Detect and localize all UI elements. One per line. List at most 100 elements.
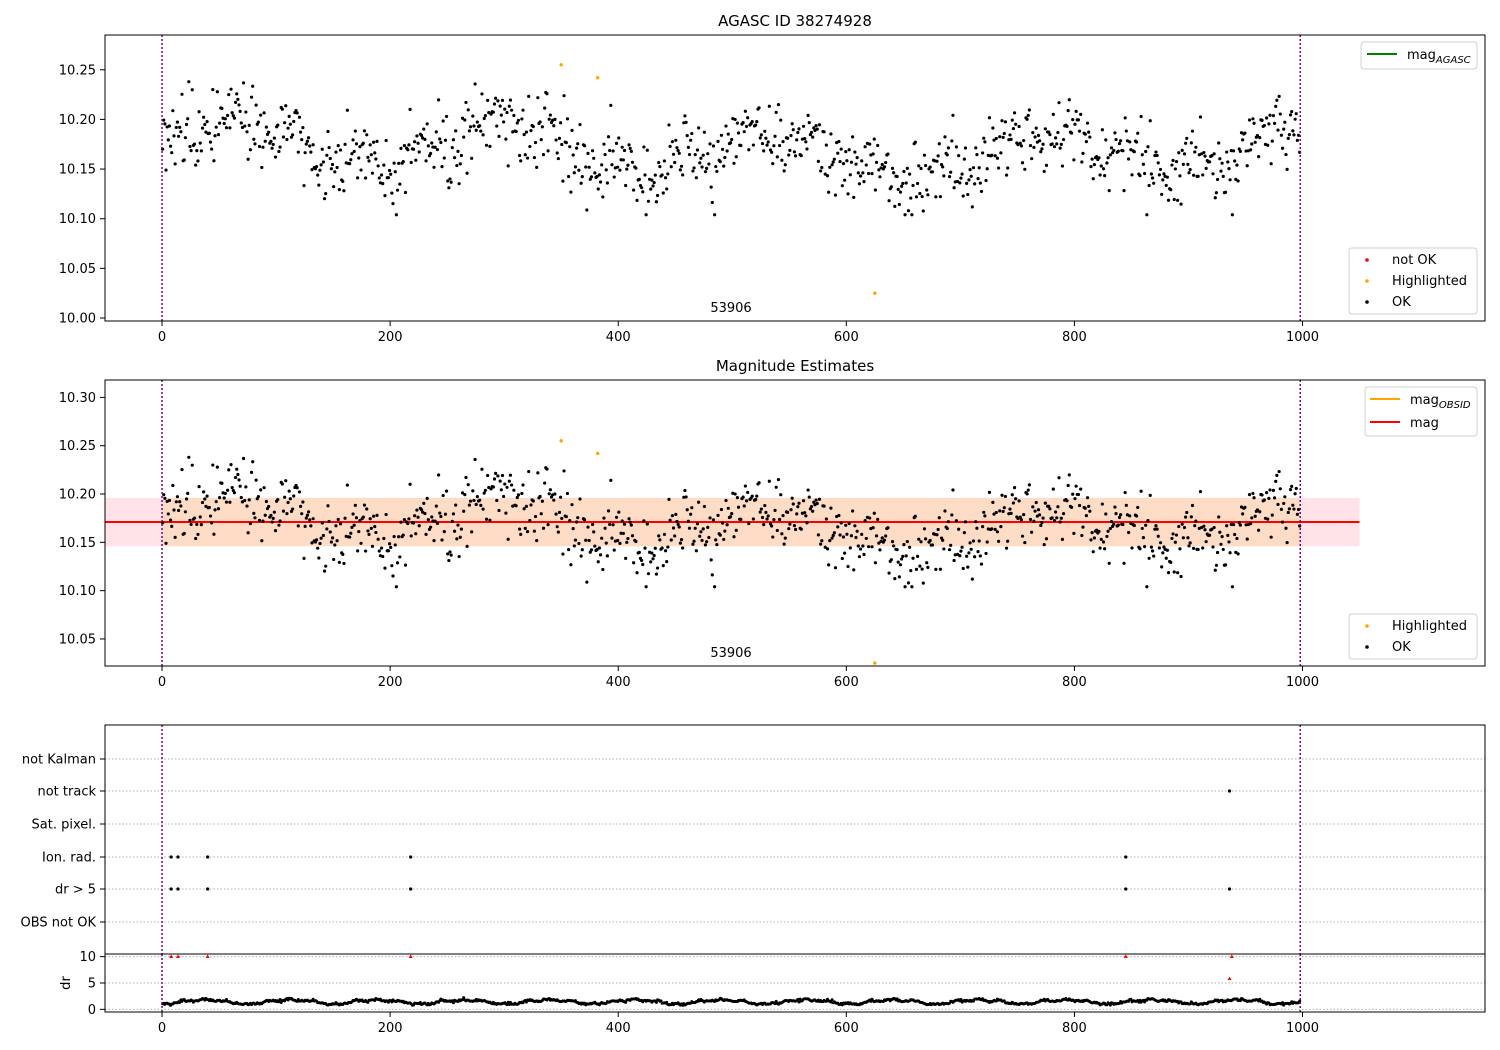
ok-point bbox=[187, 455, 191, 459]
ok-point bbox=[601, 195, 605, 199]
ok-point bbox=[1292, 133, 1296, 137]
ok-point bbox=[785, 510, 790, 514]
ok-point bbox=[823, 172, 827, 176]
panel1-ytick-label: 10.00 bbox=[59, 312, 96, 327]
ok-point bbox=[742, 130, 746, 134]
ok-point bbox=[772, 144, 776, 148]
ok-point bbox=[814, 498, 818, 502]
ok-point bbox=[535, 539, 539, 543]
ok-point bbox=[1215, 177, 1220, 182]
ok-point bbox=[816, 159, 820, 163]
ok-point bbox=[1139, 114, 1143, 119]
ok-point bbox=[1184, 141, 1188, 145]
dr-outlier-marker bbox=[169, 954, 174, 959]
ok-point bbox=[429, 151, 433, 156]
ok-point bbox=[472, 498, 476, 503]
ok-point bbox=[572, 171, 576, 175]
ok-point bbox=[590, 522, 595, 527]
ok-point bbox=[245, 130, 249, 134]
legend-highlighted-marker bbox=[1365, 624, 1369, 628]
ok-point bbox=[533, 140, 538, 145]
ok-point bbox=[547, 492, 551, 496]
ok-point bbox=[318, 168, 322, 172]
legend-not-ok-marker bbox=[1365, 258, 1369, 262]
ok-point bbox=[497, 134, 501, 138]
ok-point bbox=[754, 497, 758, 502]
ok-point bbox=[447, 186, 451, 190]
ok-point bbox=[1116, 523, 1120, 527]
ok-point bbox=[517, 527, 522, 531]
ok-point bbox=[333, 170, 337, 174]
ok-point bbox=[993, 154, 997, 158]
ok-point bbox=[417, 150, 421, 154]
panel1-title: AGASC ID 38274928 bbox=[718, 12, 872, 30]
ok-point bbox=[1189, 515, 1193, 519]
ok-point bbox=[1258, 510, 1262, 514]
ok-point bbox=[827, 190, 831, 194]
ok-point bbox=[687, 152, 692, 157]
ok-point bbox=[995, 156, 1000, 160]
ok-point bbox=[754, 123, 758, 127]
ok-point bbox=[364, 176, 368, 180]
ok-point bbox=[358, 145, 362, 149]
ok-point bbox=[864, 163, 868, 167]
ok-point bbox=[205, 494, 209, 498]
ok-point bbox=[910, 585, 914, 589]
ok-point bbox=[239, 495, 243, 500]
ok-point bbox=[188, 144, 192, 149]
ok-point bbox=[1225, 524, 1229, 528]
ok-point bbox=[509, 108, 514, 112]
ok-point bbox=[444, 489, 449, 493]
ok-point bbox=[770, 150, 774, 154]
ok-point bbox=[1164, 556, 1168, 560]
ok-point bbox=[922, 527, 927, 531]
ok-point bbox=[1001, 509, 1005, 514]
ok-point bbox=[1109, 520, 1114, 524]
ok-point bbox=[492, 102, 497, 106]
ok-point bbox=[576, 142, 580, 146]
ok-point bbox=[175, 495, 180, 499]
ok-point bbox=[398, 182, 402, 186]
ok-point bbox=[543, 481, 547, 485]
ok-point bbox=[422, 501, 426, 506]
ok-point bbox=[314, 538, 319, 542]
ok-point bbox=[189, 149, 193, 153]
ok-point bbox=[280, 107, 284, 111]
ok-point bbox=[985, 540, 989, 544]
ok-point bbox=[381, 182, 385, 186]
ok-point bbox=[471, 489, 475, 493]
ok-point bbox=[839, 521, 843, 525]
ok-point bbox=[556, 156, 560, 161]
ok-point bbox=[460, 116, 465, 120]
ok-point bbox=[1285, 540, 1289, 545]
ok-point bbox=[691, 542, 695, 546]
ok-point bbox=[179, 130, 183, 134]
ok-point bbox=[1291, 503, 1295, 507]
ok-point bbox=[1287, 133, 1292, 137]
ok-point bbox=[882, 538, 887, 542]
ok-point bbox=[938, 567, 943, 571]
ok-point bbox=[963, 520, 968, 524]
ok-point bbox=[573, 538, 578, 542]
ok-point bbox=[1052, 145, 1057, 149]
ok-point bbox=[1192, 546, 1196, 550]
ok-point bbox=[1189, 141, 1193, 145]
ok-point bbox=[447, 558, 451, 563]
ok-point bbox=[298, 130, 303, 134]
ok-point bbox=[1252, 496, 1256, 500]
ok-point bbox=[634, 166, 638, 170]
ok-point bbox=[856, 171, 860, 175]
legend-ok-marker bbox=[1365, 645, 1369, 649]
panel2-ytick-label: 10.25 bbox=[59, 439, 96, 454]
ok-point bbox=[424, 159, 428, 163]
dr-outlier-marker bbox=[175, 954, 180, 959]
ok-point bbox=[375, 139, 379, 143]
ok-point bbox=[1204, 166, 1208, 170]
ok-point bbox=[559, 121, 563, 125]
ok-point bbox=[843, 551, 847, 555]
ok-point bbox=[1148, 119, 1152, 123]
ok-point bbox=[1002, 131, 1006, 136]
ok-point bbox=[588, 177, 592, 181]
ok-point bbox=[1089, 164, 1093, 169]
ok-point bbox=[1030, 157, 1034, 161]
